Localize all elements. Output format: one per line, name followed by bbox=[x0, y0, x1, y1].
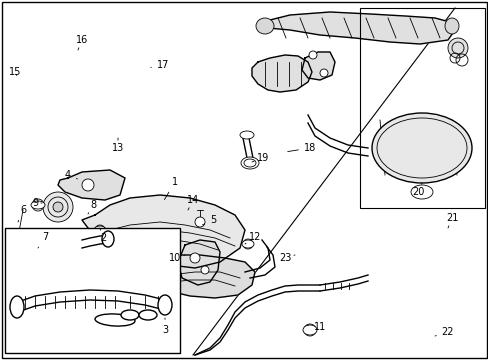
Text: 13: 13 bbox=[112, 138, 124, 153]
Polygon shape bbox=[82, 195, 244, 268]
Polygon shape bbox=[251, 55, 311, 92]
Text: 12: 12 bbox=[244, 232, 261, 244]
Ellipse shape bbox=[121, 310, 139, 320]
Text: 17: 17 bbox=[150, 60, 169, 70]
Ellipse shape bbox=[102, 231, 114, 247]
Text: 11: 11 bbox=[307, 322, 325, 332]
Circle shape bbox=[243, 239, 252, 249]
Text: 5: 5 bbox=[202, 215, 216, 225]
Text: 10: 10 bbox=[168, 253, 184, 263]
Ellipse shape bbox=[158, 295, 172, 315]
Text: 18: 18 bbox=[287, 143, 315, 153]
Text: 8: 8 bbox=[88, 200, 96, 214]
Circle shape bbox=[96, 246, 104, 254]
Ellipse shape bbox=[102, 231, 114, 247]
Ellipse shape bbox=[139, 310, 157, 320]
Circle shape bbox=[15, 282, 21, 288]
Text: 15: 15 bbox=[9, 67, 21, 77]
Circle shape bbox=[304, 324, 315, 336]
Circle shape bbox=[308, 51, 316, 59]
Circle shape bbox=[43, 192, 73, 222]
Ellipse shape bbox=[95, 314, 135, 326]
Circle shape bbox=[319, 69, 327, 77]
Text: 3: 3 bbox=[162, 318, 168, 335]
Text: 22: 22 bbox=[434, 327, 453, 337]
Circle shape bbox=[82, 179, 94, 191]
Ellipse shape bbox=[242, 240, 253, 248]
Text: 23: 23 bbox=[278, 253, 294, 263]
Ellipse shape bbox=[158, 295, 172, 315]
Ellipse shape bbox=[444, 18, 458, 34]
Polygon shape bbox=[148, 255, 254, 298]
Ellipse shape bbox=[94, 226, 106, 234]
Ellipse shape bbox=[95, 314, 135, 326]
Circle shape bbox=[53, 202, 63, 212]
Polygon shape bbox=[258, 12, 454, 44]
Polygon shape bbox=[58, 170, 125, 200]
Circle shape bbox=[12, 301, 24, 313]
Circle shape bbox=[190, 253, 200, 263]
Text: 6: 6 bbox=[18, 205, 26, 222]
Text: 2: 2 bbox=[100, 228, 106, 243]
Text: 21: 21 bbox=[445, 213, 457, 228]
Text: 16: 16 bbox=[76, 35, 88, 50]
Text: 7: 7 bbox=[38, 232, 48, 248]
Ellipse shape bbox=[371, 113, 471, 183]
Ellipse shape bbox=[139, 310, 157, 320]
Circle shape bbox=[32, 199, 44, 211]
Bar bbox=[5, 228, 180, 353]
Polygon shape bbox=[178, 240, 220, 285]
Ellipse shape bbox=[121, 310, 139, 320]
Bar bbox=[359, 8, 484, 208]
Circle shape bbox=[447, 38, 467, 58]
Ellipse shape bbox=[410, 185, 432, 199]
Circle shape bbox=[95, 225, 105, 235]
Ellipse shape bbox=[240, 131, 253, 139]
Text: 4: 4 bbox=[65, 170, 77, 180]
Circle shape bbox=[11, 253, 25, 267]
Circle shape bbox=[201, 266, 208, 274]
Ellipse shape bbox=[241, 157, 259, 169]
Text: 14: 14 bbox=[186, 195, 199, 210]
Text: 20: 20 bbox=[411, 183, 423, 197]
Text: 1: 1 bbox=[164, 177, 178, 199]
Text: 9: 9 bbox=[32, 198, 42, 208]
Polygon shape bbox=[302, 52, 334, 80]
Circle shape bbox=[195, 217, 204, 227]
Ellipse shape bbox=[303, 325, 316, 335]
Ellipse shape bbox=[10, 296, 24, 318]
Ellipse shape bbox=[10, 296, 24, 318]
Ellipse shape bbox=[31, 201, 45, 209]
Text: 19: 19 bbox=[251, 153, 268, 163]
Ellipse shape bbox=[256, 18, 273, 34]
